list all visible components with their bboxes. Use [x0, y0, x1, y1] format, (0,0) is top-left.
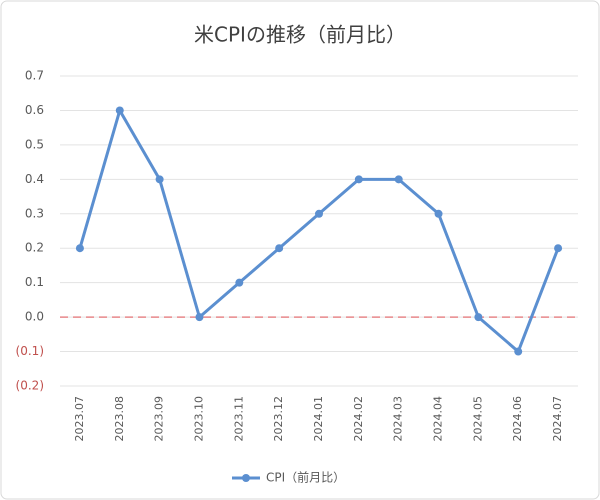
y-tick-label: 0.6 — [25, 103, 44, 117]
y-tick-label: (0.2) — [16, 379, 44, 393]
y-tick-label: 0.1 — [25, 275, 44, 289]
x-tick-label: 2023.07 — [73, 396, 86, 442]
x-tick-label: 2023.12 — [272, 396, 285, 442]
y-tick-label: 0.4 — [25, 172, 44, 186]
x-tick-label: 2024.02 — [352, 396, 365, 442]
chart-title: 米CPIの推移（前月比） — [194, 23, 406, 47]
y-tick-label: 0.3 — [25, 206, 44, 220]
x-tick-label: 2024.04 — [432, 396, 445, 442]
y-tick-label: (0.1) — [16, 344, 44, 358]
data-point — [235, 278, 244, 287]
x-tick-label: 2023.08 — [113, 396, 126, 442]
x-tick-label: 2024.05 — [471, 396, 484, 442]
data-point — [75, 244, 84, 253]
x-tick-label: 2024.07 — [551, 396, 564, 442]
data-point — [514, 347, 523, 356]
legend-label: CPI（前月比） — [266, 470, 345, 485]
y-tick-label: 0.7 — [25, 69, 44, 83]
data-point — [155, 175, 164, 184]
y-tick-label: 0.0 — [25, 310, 44, 324]
data-point — [315, 209, 323, 218]
x-tick-label: 2024.06 — [511, 396, 524, 442]
y-tick-label: 0.5 — [25, 137, 44, 151]
x-tick-label: 2023.10 — [192, 396, 205, 442]
y-tick-label: 0.2 — [25, 241, 44, 255]
data-point — [354, 175, 363, 184]
legend-marker — [242, 474, 250, 482]
data-point — [554, 244, 563, 253]
data-point — [115, 106, 124, 115]
data-point — [434, 209, 443, 218]
data-point — [195, 313, 204, 322]
x-tick-label: 2023.11 — [232, 396, 245, 442]
x-tick-label: 2023.09 — [153, 396, 166, 442]
x-tick-label: 2024.03 — [392, 396, 405, 442]
data-point — [474, 313, 483, 322]
x-tick-label: 2024.01 — [312, 396, 325, 442]
data-point — [275, 244, 284, 253]
data-point — [394, 175, 403, 184]
